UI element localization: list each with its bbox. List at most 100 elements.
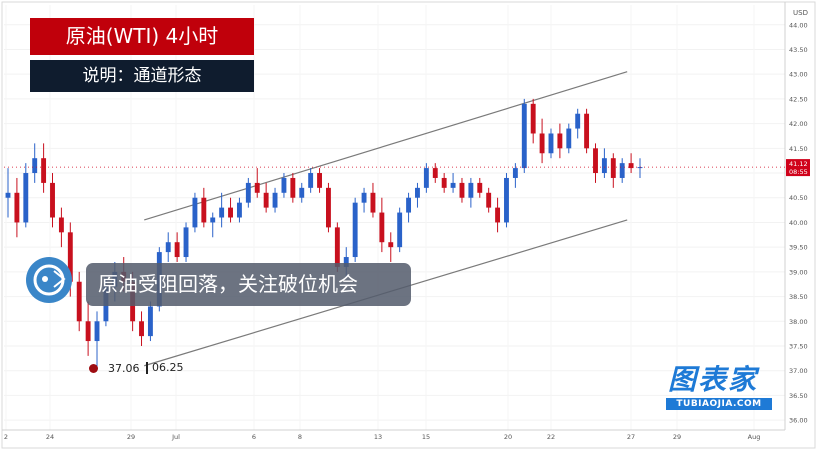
brand-logo-en: TUBIAOJIA.COM (666, 398, 772, 410)
candle (41, 143, 47, 193)
price-tick-label: 37.50 (789, 342, 808, 350)
candle-body (67, 232, 73, 282)
candle (575, 108, 581, 139)
candle-body (432, 168, 438, 178)
time-tick-label: 29 (127, 433, 135, 441)
candle (370, 182, 376, 218)
candle-body (459, 182, 465, 198)
time-tick-label: 8 (298, 433, 302, 441)
bar-countdown: 08:55 (789, 168, 808, 176)
candle (637, 158, 643, 178)
candle (147, 301, 153, 342)
candle-body (139, 321, 144, 337)
candle-body (610, 158, 616, 178)
price-tick-label: 36.00 (789, 417, 808, 425)
time-tick-label: 6 (252, 433, 256, 441)
time-tick-label: 13 (374, 433, 382, 441)
robot-logo-icon (26, 257, 72, 303)
candle-body (628, 163, 634, 169)
price-tick-label: 38.00 (789, 318, 808, 326)
candle-body (521, 103, 527, 169)
price-tick-label: 43.00 (789, 71, 808, 79)
candle (593, 143, 598, 183)
candle (504, 173, 509, 228)
price-tick-label: 43.50 (789, 46, 808, 54)
candle-body (32, 158, 38, 174)
candle-body (539, 133, 545, 154)
candle-body (548, 133, 554, 154)
candle-body (575, 113, 581, 129)
analysis-banner: 原油受阻回落，关注破位机会 (86, 263, 411, 306)
candle (201, 187, 207, 228)
candle (441, 173, 447, 193)
candle-body (504, 177, 509, 223)
price-tick-label: 38.50 (789, 293, 808, 301)
price-tick-label: 44.00 (789, 21, 808, 29)
candle-body (352, 202, 358, 258)
candle (58, 207, 64, 248)
brand-logo-cn: 图表家 (668, 363, 759, 396)
candle-body (236, 202, 242, 218)
candle-body (147, 306, 153, 337)
candle (486, 187, 492, 213)
candle-body (343, 257, 349, 267)
candle-body (584, 113, 590, 149)
candle (326, 182, 331, 233)
candle (423, 163, 429, 193)
candle-body (174, 242, 180, 258)
candle (245, 177, 251, 208)
candle-body (512, 168, 518, 178)
candle-body (76, 281, 82, 322)
candle-body (41, 158, 47, 183)
candle (85, 301, 91, 356)
chart-subtitle: 说明：通道形态 (30, 60, 254, 92)
candle-body (486, 192, 492, 208)
candle-body (450, 182, 456, 188)
candle (530, 98, 536, 144)
candle-body (423, 168, 429, 188)
candle-body (468, 182, 474, 198)
candle-body (50, 182, 55, 218)
candle (548, 128, 554, 159)
candle (566, 123, 572, 154)
candle (139, 311, 144, 346)
price-tick-label: 39.00 (789, 268, 808, 276)
price-tick-label: 36.50 (789, 392, 808, 400)
candle-body (406, 197, 412, 213)
candle (263, 182, 269, 213)
time-tick-label: 2 (4, 433, 8, 441)
candle-body (272, 192, 278, 208)
candle-body (477, 182, 483, 193)
candle-body (299, 187, 305, 198)
candle-body (85, 321, 91, 342)
candle-body (397, 212, 403, 248)
candle (557, 123, 563, 159)
candle (5, 168, 11, 218)
candle-body (317, 173, 322, 188)
candle-body (219, 207, 225, 218)
chart-title: 原油(WTI) 4小时 (30, 18, 254, 55)
candle (210, 212, 216, 238)
candle-body (14, 192, 20, 223)
price-tick-label: 40.00 (789, 219, 808, 227)
candle-body (5, 192, 11, 198)
last-price-tag (786, 159, 810, 177)
candle-body (308, 173, 314, 188)
candle (477, 177, 483, 198)
price-axis: USD44.0043.5043.0042.5042.0041.5041.0040… (4, 2, 810, 430)
time-tick-label: 29 (673, 433, 681, 441)
candle (450, 173, 456, 193)
candle (219, 192, 225, 228)
candle (432, 163, 438, 183)
price-tick-label: 39.50 (789, 244, 808, 252)
candle-body (290, 177, 296, 198)
candle-body (23, 173, 29, 223)
candle-body (566, 128, 572, 149)
candle (361, 187, 367, 213)
candle-body (601, 158, 607, 174)
candle (619, 158, 625, 183)
candle-body (210, 217, 216, 223)
candle (628, 153, 634, 174)
candle-body (183, 227, 189, 258)
